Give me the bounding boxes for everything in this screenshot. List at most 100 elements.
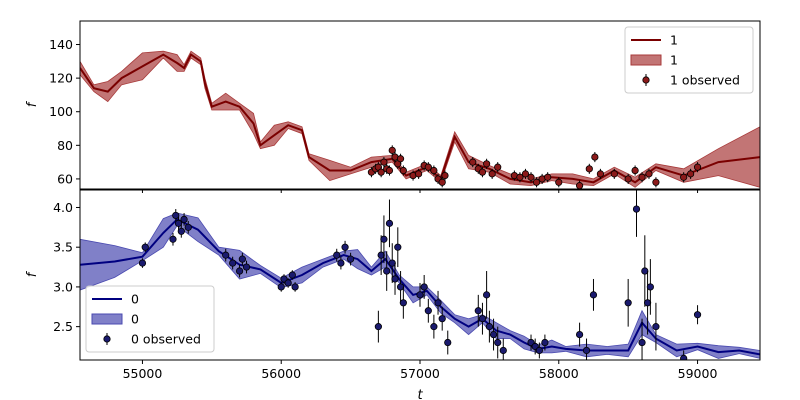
bottom-observed-point bbox=[444, 330, 452, 355]
bottom-observed-point bbox=[180, 213, 188, 226]
bottom-observed-point bbox=[541, 334, 549, 351]
bottom-legend-point-swatch bbox=[103, 335, 111, 343]
top-observed-point bbox=[415, 168, 423, 179]
bottom-observed-point bbox=[174, 217, 183, 230]
bottom-y-axis-label: f bbox=[25, 270, 40, 277]
top-observed-point bbox=[680, 172, 688, 183]
bottom-observed-point bbox=[589, 278, 598, 311]
bottom-observed-point bbox=[430, 314, 438, 339]
bottom-legend-entry: 0 observed bbox=[131, 332, 201, 347]
bottom-observed-point bbox=[693, 305, 702, 325]
top-y-tick-label: 120 bbox=[49, 71, 73, 86]
bottom-observed-point bbox=[641, 235, 649, 307]
bottom-observed-point bbox=[624, 278, 632, 327]
bottom-observed-point bbox=[478, 302, 487, 335]
top-y-axis-label: f bbox=[25, 100, 40, 107]
bottom-observed-point bbox=[391, 263, 399, 295]
bottom-observed-point bbox=[235, 264, 244, 278]
bottom-observed-point bbox=[238, 252, 246, 266]
top-observed-point bbox=[488, 168, 496, 179]
top-legend-entry: 1 bbox=[670, 33, 678, 48]
top-observed-point bbox=[585, 163, 593, 174]
bottom-observed-point bbox=[646, 259, 654, 315]
top-observed-point bbox=[396, 153, 405, 164]
top-observed-point bbox=[693, 162, 702, 173]
bottom-observed-point bbox=[643, 271, 652, 335]
bottom-observed-point bbox=[284, 278, 292, 288]
bottom-observed-point bbox=[222, 248, 230, 262]
top-observed-point bbox=[532, 177, 541, 188]
top-observed-point bbox=[652, 177, 660, 188]
bottom-observed-point bbox=[385, 199, 394, 248]
top-observed-point bbox=[521, 168, 530, 179]
bottom-x-tick-label: 56000 bbox=[261, 366, 301, 381]
bottom-observed-point bbox=[347, 252, 355, 266]
bottom-legend: 0 0 0 observed bbox=[85, 285, 215, 353]
bottom-y-tick-label: 3.5 bbox=[53, 240, 73, 255]
bottom-observed-point bbox=[333, 248, 341, 262]
bottom-observed-point bbox=[438, 306, 446, 331]
top-y-tick-label: 80 bbox=[57, 138, 73, 153]
bottom-observed-point bbox=[575, 322, 584, 347]
bottom-legend-entry: 0 bbox=[131, 292, 139, 307]
bottom-observed-point bbox=[177, 224, 185, 238]
bottom-observed-point bbox=[288, 270, 296, 280]
bottom-observed-point bbox=[638, 318, 646, 360]
top-observed-point bbox=[399, 165, 407, 176]
bottom-observed-point bbox=[184, 220, 192, 234]
bottom-x-tick-label: 57000 bbox=[400, 366, 440, 381]
bottom-y-tick-label: 4.0 bbox=[53, 200, 73, 215]
top-observed-point bbox=[494, 162, 502, 173]
top-legend-entry: 1 bbox=[670, 53, 678, 68]
top-observed-point bbox=[687, 168, 695, 179]
bottom-observed-point bbox=[483, 271, 491, 319]
bottom-observed-point bbox=[337, 256, 345, 270]
bottom-observed-point bbox=[680, 350, 688, 360]
bottom-observed-point bbox=[138, 258, 147, 268]
bottom-observed-point bbox=[242, 260, 251, 274]
bottom-observed-point bbox=[380, 215, 388, 264]
top-y-tick-label: 100 bbox=[49, 104, 73, 119]
bottom-observed-point bbox=[535, 342, 543, 359]
bottom-observed-point bbox=[416, 282, 424, 307]
top-observed-point bbox=[483, 158, 491, 169]
bottom-observed-point bbox=[632, 190, 641, 237]
bottom-observed-point bbox=[383, 251, 391, 291]
bottom-x-tick-label: 59000 bbox=[678, 366, 718, 381]
top-observed-point bbox=[430, 165, 438, 176]
bottom-observed-point bbox=[494, 326, 502, 359]
top-observed-point bbox=[377, 167, 385, 178]
top-observed-point bbox=[596, 168, 605, 179]
bottom-observed-point bbox=[291, 282, 299, 292]
bottom-x-tick-label: 55000 bbox=[123, 366, 163, 381]
top-mean-line bbox=[80, 53, 760, 184]
top-legend-band-swatch bbox=[630, 54, 662, 66]
bottom-confidence-band bbox=[80, 212, 760, 359]
top-observed-point bbox=[527, 172, 535, 183]
top-legend-entry: 1 observed bbox=[670, 73, 740, 88]
bottom-observed-point bbox=[424, 298, 432, 323]
top-observed-point bbox=[441, 170, 449, 181]
top-observed-point bbox=[555, 177, 563, 188]
top-observed-point bbox=[638, 172, 646, 183]
bottom-observed-point bbox=[229, 256, 237, 270]
bottom-observed-point bbox=[489, 318, 498, 351]
bottom-observed-point bbox=[277, 282, 285, 292]
top-y-tick-label: 140 bbox=[49, 37, 73, 52]
bottom-observed-point bbox=[420, 275, 428, 299]
top-observed-point bbox=[624, 173, 632, 184]
top-plot-area bbox=[80, 50, 760, 189]
bottom-observed-point bbox=[169, 232, 177, 246]
bottom-observed-point bbox=[652, 302, 660, 351]
top-observed-point bbox=[424, 162, 432, 173]
bottom-observed-point bbox=[388, 243, 396, 283]
bottom-x-tick-label: 58000 bbox=[539, 366, 579, 381]
top-observed-point bbox=[544, 172, 552, 183]
top-observed-point bbox=[516, 172, 524, 183]
top-y-tick-label: 60 bbox=[57, 171, 73, 186]
bottom-observed-point bbox=[582, 338, 591, 360]
top-observed-point bbox=[645, 168, 653, 179]
bottom-observed-point bbox=[172, 209, 180, 222]
bottom-observed-point bbox=[394, 227, 402, 268]
